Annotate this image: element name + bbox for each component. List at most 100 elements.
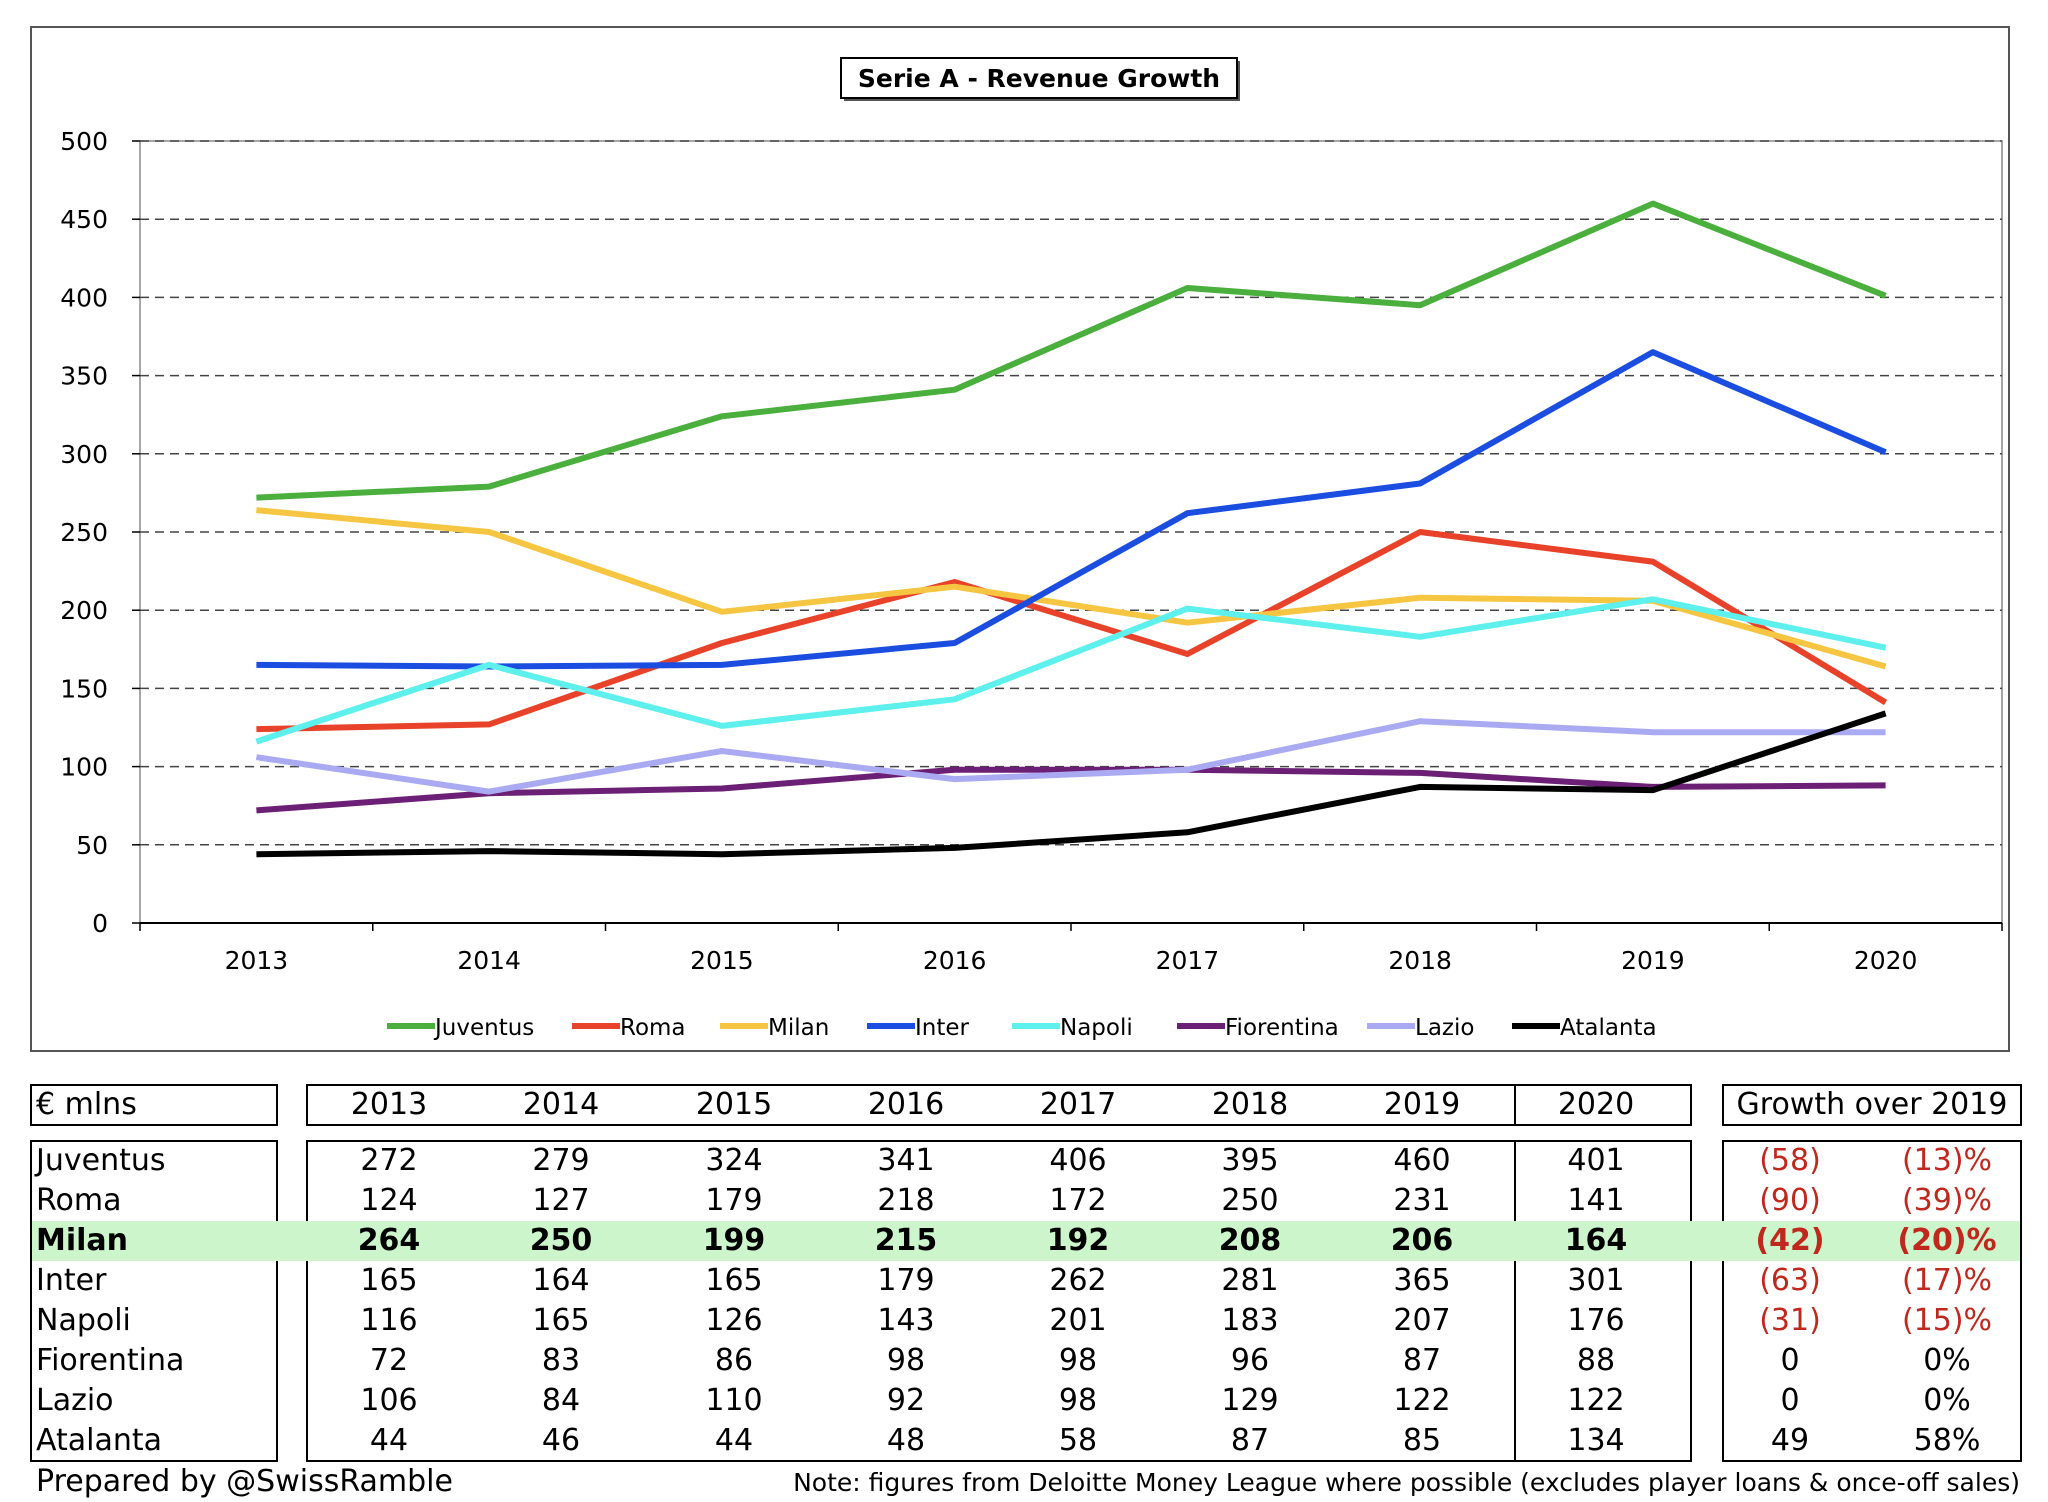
table-cell-value: 44 <box>714 1423 754 1458</box>
table-cell-value: 44 <box>369 1423 409 1458</box>
table-cell-value: 215 <box>874 1223 938 1258</box>
table-cell-value: 179 <box>705 1183 763 1218</box>
table-cell-value: 165 <box>532 1303 590 1338</box>
chart-title: Serie A - Revenue Growth <box>858 64 1220 93</box>
table-cell-value: 86 <box>714 1343 754 1378</box>
unit-header-box <box>30 1084 278 1126</box>
year-header-2016: 2016 <box>867 1087 945 1122</box>
table-cell-value: 406 <box>1049 1143 1107 1178</box>
growth-pct-milan: (20)% <box>1897 1223 1997 1258</box>
table-cell-value: 172 <box>1049 1183 1107 1218</box>
table-cell-value: 98 <box>886 1343 926 1378</box>
table-cell-value: 395 <box>1221 1143 1279 1178</box>
table-cell-value: 183 <box>1221 1303 1279 1338</box>
legend-label-roma: Roma <box>620 1015 686 1041</box>
table-cell-value: 262 <box>1049 1263 1107 1298</box>
y-tick-label: 250 <box>60 518 108 547</box>
table-cell-value: 272 <box>360 1143 418 1178</box>
club-name-milan: Milan <box>36 1223 129 1258</box>
series-line-inter <box>256 349 1887 670</box>
table-cell-value: 141 <box>1567 1183 1625 1218</box>
table-cell-value: 92 <box>886 1383 926 1418</box>
year-header-2014: 2014 <box>522 1087 600 1122</box>
club-name-atalanta: Atalanta <box>36 1423 163 1458</box>
legend-label-atalanta: Atalanta <box>1560 1015 1657 1041</box>
column-divider-2020 <box>1514 1084 1516 1126</box>
y-tick-label: 300 <box>60 440 108 469</box>
year-header-2018: 2018 <box>1211 1087 1289 1122</box>
table-cell-value: 84 <box>541 1383 581 1418</box>
table-cell-value: 231 <box>1393 1183 1451 1218</box>
column-divider-2020-body <box>1514 1140 1516 1462</box>
highlighted-row-background <box>32 1221 2020 1261</box>
table-cell-value: 218 <box>877 1183 935 1218</box>
growth-pct-roma: (39)% <box>1901 1183 1993 1218</box>
growth-pct-inter: (17)% <box>1901 1263 1993 1298</box>
growth-header: Growth over 2019 <box>1736 1087 2008 1122</box>
table-cell-value: 176 <box>1567 1303 1625 1338</box>
table-cell-value: 341 <box>877 1143 935 1178</box>
series-line-fiorentina <box>256 766 1886 814</box>
years-header-box <box>306 1084 1692 1126</box>
table-cell-value: 126 <box>705 1303 763 1338</box>
values-box <box>306 1140 1692 1462</box>
table-cell-value: 110 <box>705 1383 763 1418</box>
table-cell-value: 122 <box>1393 1383 1451 1418</box>
y-tick-label: 350 <box>60 362 108 391</box>
y-tick-label: 200 <box>60 596 108 625</box>
table-cell-value: 122 <box>1567 1383 1625 1418</box>
growth-pct-juventus: (13)% <box>1901 1143 1993 1178</box>
year-header-2020: 2020 <box>1557 1087 1635 1122</box>
club-name-juventus: Juventus <box>36 1143 166 1178</box>
source-note: Note: figures from Deloitte Money League… <box>793 1468 2020 1497</box>
legend-label-lazio: Lazio <box>1415 1015 1474 1041</box>
table-cell-value: 127 <box>532 1183 590 1218</box>
table-cell-value: 164 <box>1564 1223 1628 1258</box>
y-tick-label: 100 <box>60 753 108 782</box>
table-cell-value: 460 <box>1393 1143 1451 1178</box>
growth-abs-napoli: (31) <box>1759 1303 1821 1338</box>
y-tick-label: 400 <box>60 283 108 312</box>
x-tick-label-2020: 2020 <box>1854 946 1918 975</box>
y-tick-label: 50 <box>76 831 108 860</box>
growth-abs-juventus: (58) <box>1759 1143 1821 1178</box>
table-cell-value: 98 <box>1058 1383 1098 1418</box>
table-cell-value: 106 <box>360 1383 418 1418</box>
table-cell-value: 281 <box>1221 1263 1279 1298</box>
series-line-atalanta <box>256 710 1887 858</box>
growth-pct-lazio: 0% <box>1923 1383 1971 1418</box>
club-name-lazio: Lazio <box>36 1383 114 1418</box>
year-header-2017: 2017 <box>1039 1087 1117 1122</box>
table-cell-value: 301 <box>1567 1263 1625 1298</box>
table-cell-value: 46 <box>541 1423 581 1458</box>
y-tick-label: 450 <box>60 205 108 234</box>
growth-abs-lazio: 0 <box>1780 1383 1800 1418</box>
growth-abs-milan: (42) <box>1755 1223 1825 1258</box>
table-cell-value: 165 <box>360 1263 418 1298</box>
table-cell-value: 87 <box>1402 1343 1442 1378</box>
club-name-napoli: Napoli <box>36 1303 131 1338</box>
chart-title-box <box>840 57 1238 99</box>
table-cell-value: 250 <box>1221 1183 1279 1218</box>
table-cell-value: 206 <box>1390 1223 1454 1258</box>
series-line-milan <box>256 507 1887 670</box>
unit-label: € mlns <box>36 1087 137 1122</box>
growth-abs-roma: (90) <box>1759 1183 1821 1218</box>
x-tick-label-2018: 2018 <box>1388 946 1452 975</box>
table-cell-value: 143 <box>877 1303 935 1338</box>
growth-header-box <box>1722 1084 2022 1126</box>
growth-pct-fiorentina: 0% <box>1923 1343 1971 1378</box>
table-cell-value: 85 <box>1402 1423 1442 1458</box>
table-cell-value: 116 <box>360 1303 418 1338</box>
x-tick-label-2015: 2015 <box>690 946 754 975</box>
table-cell-value: 96 <box>1230 1343 1270 1378</box>
chart-panel: 0 50 100 150 200 250 300 350 400 450 500 2013 2014 20… <box>30 26 2010 1052</box>
year-header-2013: 2013 <box>350 1087 428 1122</box>
table-cell-value: 98 <box>1058 1343 1098 1378</box>
series-line-juventus <box>256 200 1887 501</box>
table-cell-value: 88 <box>1576 1343 1616 1378</box>
table-cell-value: 72 <box>369 1343 409 1378</box>
series-line-roma <box>256 529 1888 733</box>
x-tick-label-2019: 2019 <box>1621 946 1685 975</box>
legend-label-napoli: Napoli <box>1060 1015 1133 1041</box>
